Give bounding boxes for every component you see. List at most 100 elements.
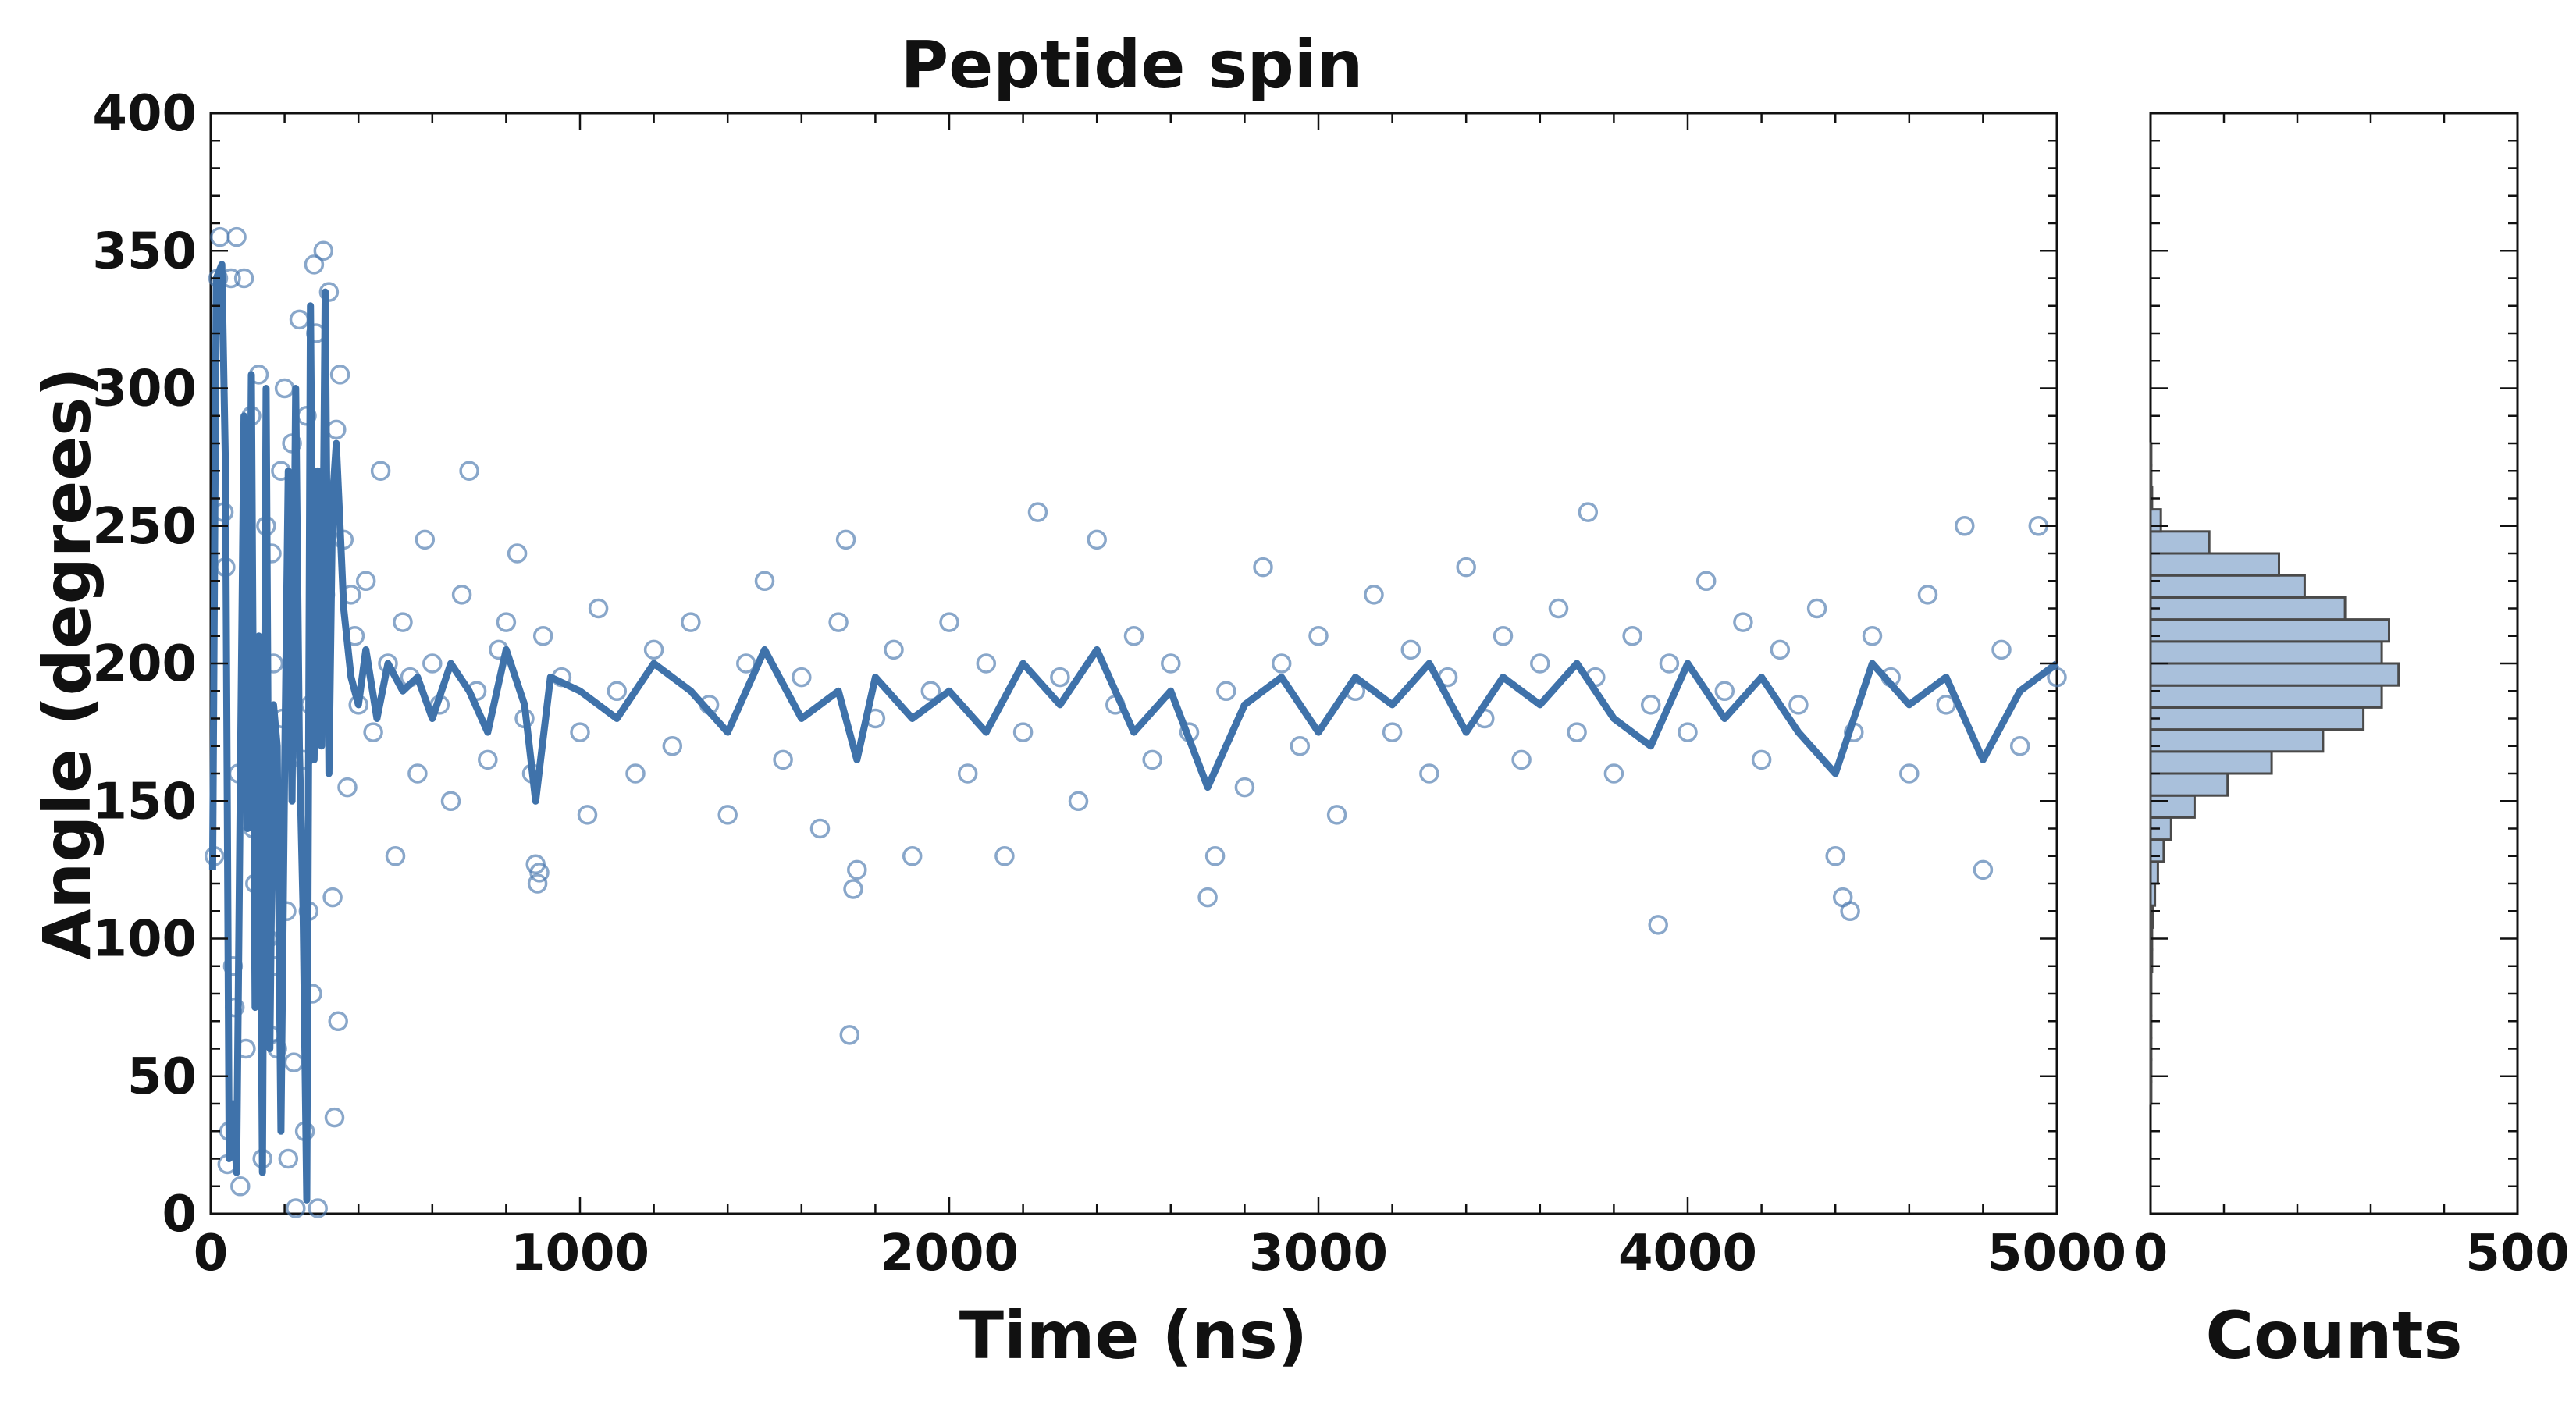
main-x-ticks: 0 1000 2000 3000 4000 5000 bbox=[194, 113, 2126, 1282]
scatter-point bbox=[1511, 749, 1532, 770]
scatter-point bbox=[1840, 901, 1860, 922]
histogram-bar bbox=[2149, 530, 2211, 555]
scatter-point bbox=[507, 543, 528, 564]
histogram-bar bbox=[2149, 794, 2196, 819]
scatter-point bbox=[1364, 585, 1384, 605]
histogram-bar bbox=[2149, 618, 2390, 643]
scatter-point bbox=[1419, 763, 1439, 784]
y-axis-label: Angle (degrees) bbox=[29, 367, 105, 959]
scatter-point bbox=[847, 859, 867, 880]
scatter-point bbox=[1862, 626, 1883, 646]
scatter-point bbox=[681, 612, 701, 632]
scatter-point bbox=[1548, 598, 1569, 619]
scatter-point bbox=[1271, 653, 1292, 674]
histogram-bar bbox=[2149, 662, 2400, 687]
scatter-point bbox=[1197, 887, 1218, 908]
histogram-bar bbox=[2149, 574, 2306, 599]
scatter-point bbox=[939, 612, 959, 632]
scatter-point bbox=[809, 818, 831, 839]
scatter-point bbox=[329, 365, 350, 385]
scatter-point bbox=[607, 681, 628, 702]
scatter-point bbox=[451, 585, 472, 605]
scatter-point bbox=[662, 736, 683, 756]
scatter-point bbox=[1622, 626, 1642, 646]
scatter-point bbox=[308, 1198, 328, 1218]
scatter-point bbox=[1050, 667, 1070, 688]
x-tick-label: 4000 bbox=[1618, 1225, 1757, 1282]
scatter-point bbox=[393, 612, 413, 632]
scatter-point bbox=[532, 626, 553, 646]
x-tick-label: 2000 bbox=[880, 1225, 1019, 1282]
histogram-bar bbox=[2149, 596, 2347, 621]
scatter-point bbox=[415, 529, 436, 550]
scatter-point bbox=[1678, 722, 1698, 742]
scatter-point bbox=[210, 226, 230, 247]
scatter-point bbox=[1204, 846, 1226, 866]
scatter-point bbox=[1695, 571, 1717, 592]
scatter-point bbox=[976, 653, 997, 674]
scatter-point bbox=[304, 254, 325, 275]
scatter-point bbox=[527, 873, 548, 894]
scatter-point bbox=[1659, 653, 1680, 674]
histogram-x-label: Counts bbox=[2205, 1297, 2462, 1374]
y-tick-label: 200 bbox=[92, 635, 197, 693]
scatter-point bbox=[2009, 736, 2030, 756]
scatter-point bbox=[1955, 516, 1975, 536]
scatter-point bbox=[370, 461, 391, 481]
scatter-point bbox=[422, 653, 443, 674]
scatter-point bbox=[1806, 598, 1827, 619]
scatter-point bbox=[570, 722, 590, 742]
scatter-point bbox=[1530, 653, 1550, 674]
scatter-point bbox=[1161, 653, 1181, 674]
scatter-point bbox=[478, 749, 498, 770]
histogram-bar bbox=[2149, 508, 2162, 533]
x-tick-label: 0 bbox=[194, 1225, 229, 1282]
scatter-point bbox=[226, 226, 247, 247]
scatter-point bbox=[440, 791, 461, 812]
scatter-point bbox=[902, 846, 923, 866]
scatter-point bbox=[920, 681, 941, 702]
scatter-point bbox=[286, 1198, 306, 1218]
scatter-point bbox=[957, 763, 978, 784]
histogram-bar bbox=[2149, 706, 2365, 731]
main-plot-frame bbox=[209, 112, 2058, 1215]
histogram-bar bbox=[2149, 882, 2157, 907]
scatter-point bbox=[1640, 695, 1661, 715]
scatter-point bbox=[1648, 915, 1668, 935]
scatter-point bbox=[289, 309, 310, 330]
y-tick-label: 100 bbox=[92, 911, 197, 969]
scatter-point bbox=[326, 419, 347, 440]
scatter-point bbox=[278, 1148, 299, 1169]
scatter-point bbox=[233, 268, 254, 289]
scatter-point bbox=[843, 879, 863, 899]
histogram-bar bbox=[2149, 728, 2325, 753]
scatter-point bbox=[1290, 736, 1311, 756]
scatter-point bbox=[1382, 722, 1403, 742]
scatter-point bbox=[828, 612, 849, 632]
scatter-point bbox=[363, 722, 383, 742]
scatter-point bbox=[1991, 639, 2012, 660]
scatter-point bbox=[1603, 763, 1624, 784]
y-tick-label: 150 bbox=[92, 773, 197, 831]
scatter-point bbox=[835, 529, 856, 550]
y-tick-label: 400 bbox=[92, 85, 197, 143]
scatter-point bbox=[385, 846, 406, 866]
histogram-y-ticks bbox=[2151, 112, 2517, 1215]
histogram-x-ticks: 0 500 bbox=[2133, 113, 2570, 1282]
scatter-point bbox=[337, 777, 358, 798]
x-axis-label: Time (ns) bbox=[959, 1297, 1308, 1374]
histogram-panel: 0 500 Counts bbox=[2133, 112, 2570, 1374]
scatter-point bbox=[994, 846, 1015, 866]
scatter-point bbox=[1068, 791, 1089, 812]
scatter-point bbox=[754, 571, 775, 592]
scatter-point bbox=[1234, 777, 1255, 798]
scatter-point bbox=[1578, 502, 1599, 522]
scatter-point bbox=[496, 612, 517, 632]
x-tick-label: 1000 bbox=[511, 1225, 649, 1282]
scatter-point bbox=[588, 598, 609, 619]
scatter-point bbox=[1123, 626, 1144, 646]
scatter-point bbox=[313, 240, 334, 261]
chart-title: Peptide spin bbox=[901, 27, 1364, 103]
scatter-point bbox=[1012, 722, 1034, 742]
